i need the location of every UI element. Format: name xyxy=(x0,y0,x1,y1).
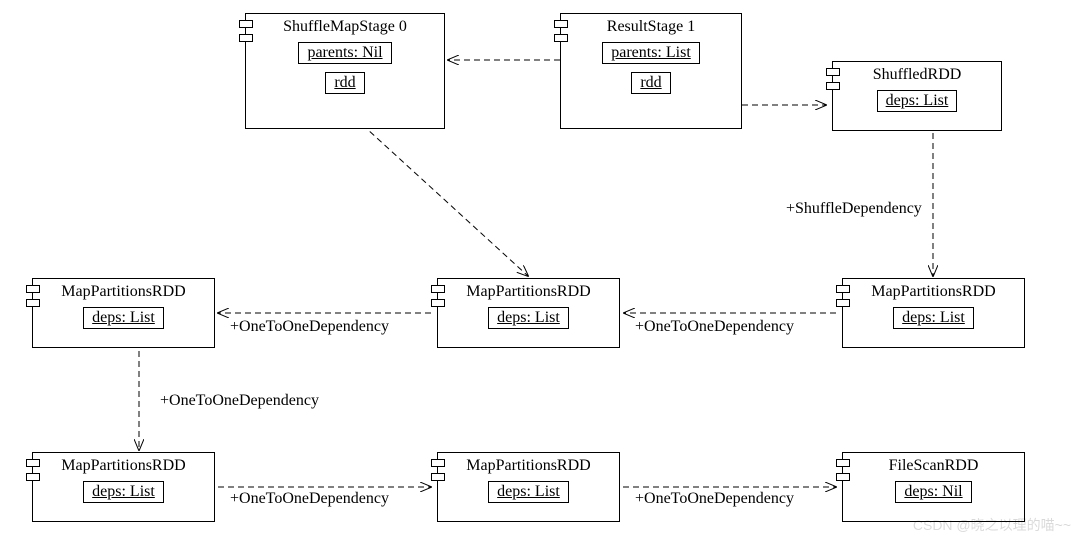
component-notch-icon xyxy=(26,459,40,467)
edge-label: +ShuffleDependency xyxy=(786,200,922,218)
component-notch-icon xyxy=(239,20,253,28)
component-notch-icon xyxy=(431,473,445,481)
node-mpr_tl: MapPartitionsRDD deps: List xyxy=(32,278,215,348)
edge-label: +OneToOneDependency xyxy=(635,490,794,508)
node-title: ResultStage 1 xyxy=(561,14,741,38)
component-notch-icon xyxy=(826,68,840,76)
component-notch-icon xyxy=(431,285,445,293)
node-slot: deps: List xyxy=(877,90,958,112)
node-slot: rdd xyxy=(325,72,364,94)
node-title: ShuffledRDD xyxy=(833,62,1001,86)
node-slot: parents: List xyxy=(602,42,700,64)
component-notch-icon xyxy=(431,459,445,467)
component-notch-icon xyxy=(836,473,850,481)
component-notch-icon xyxy=(26,473,40,481)
component-notch-icon xyxy=(431,299,445,307)
node-title: MapPartitionsRDD xyxy=(843,279,1024,303)
node-slot: deps: List xyxy=(488,481,569,503)
node-mpr_tc: MapPartitionsRDD deps: List xyxy=(437,278,620,348)
component-notch-icon xyxy=(836,299,850,307)
node-mpr_bc: MapPartitionsRDD deps: List xyxy=(437,452,620,522)
node-title: ShuffleMapStage 0 xyxy=(246,14,444,38)
component-notch-icon xyxy=(836,459,850,467)
edge-label: +OneToOneDependency xyxy=(635,318,794,336)
component-notch-icon xyxy=(836,285,850,293)
node-slot: deps: List xyxy=(488,307,569,329)
component-notch-icon xyxy=(26,299,40,307)
node-slot: rdd xyxy=(631,72,670,94)
component-notch-icon xyxy=(554,34,568,42)
node-slot: deps: Nil xyxy=(895,481,971,503)
node-slot: deps: List xyxy=(893,307,974,329)
edge-label: +OneToOneDependency xyxy=(230,318,389,336)
node-srdd: ShuffledRDD deps: List xyxy=(832,61,1002,131)
node-fsr: FileScanRDD deps: Nil xyxy=(842,452,1025,522)
node-sms0: ShuffleMapStage 0 parents: Nil rdd xyxy=(245,13,445,129)
node-title: FileScanRDD xyxy=(843,453,1024,477)
node-mpr_bl: MapPartitionsRDD deps: List xyxy=(32,452,215,522)
node-title: MapPartitionsRDD xyxy=(33,453,214,477)
component-notch-icon xyxy=(826,82,840,90)
node-mpr_tr: MapPartitionsRDD deps: List xyxy=(842,278,1025,348)
node-title: MapPartitionsRDD xyxy=(438,453,619,477)
edge-label: +OneToOneDependency xyxy=(160,392,319,410)
edge-line xyxy=(355,118,528,276)
node-slot: parents: Nil xyxy=(298,42,391,64)
edge-label: +OneToOneDependency xyxy=(230,490,389,508)
watermark-text: CSDN @晓之以理的喵~~ xyxy=(913,515,1071,535)
component-notch-icon xyxy=(26,285,40,293)
component-notch-icon xyxy=(554,20,568,28)
node-slot: deps: List xyxy=(83,481,164,503)
node-slot: deps: List xyxy=(83,307,164,329)
node-title: MapPartitionsRDD xyxy=(438,279,619,303)
node-rs1: ResultStage 1 parents: List rdd xyxy=(560,13,742,129)
component-notch-icon xyxy=(239,34,253,42)
node-title: MapPartitionsRDD xyxy=(33,279,214,303)
